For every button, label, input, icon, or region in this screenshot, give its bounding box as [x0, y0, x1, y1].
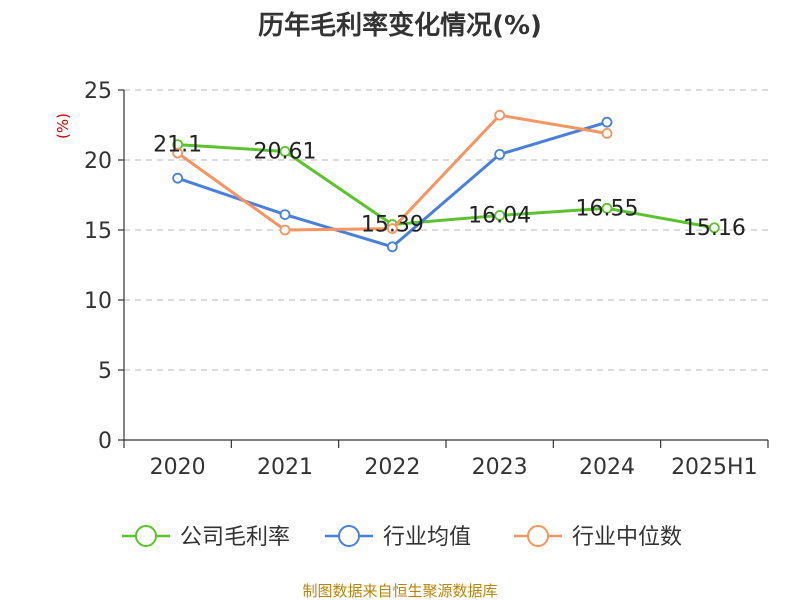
legend-marker	[527, 525, 549, 547]
legend-marker	[135, 525, 157, 547]
x-tick-label: 2022	[364, 455, 420, 480]
legend-item-0[interactable]: 公司毛利率	[122, 525, 290, 550]
data-point[interactable]	[279, 146, 291, 157]
source-note: 制图数据来自恒生聚源数据库	[302, 582, 497, 600]
data-point[interactable]	[172, 147, 184, 159]
chart-title: 历年毛利率变化情况(%)	[258, 10, 542, 41]
data-label: 15.39	[361, 213, 424, 238]
y-tick-label: 5	[98, 359, 112, 384]
data-labels: 21.1 20.61 15.39 16.04 16.55 15.16	[153, 133, 746, 241]
x-tick-label: 2020	[150, 455, 206, 480]
x-tick-label: 2025H1	[671, 455, 758, 480]
data-point[interactable]	[601, 202, 613, 214]
legend[interactable]: 公司毛利率 行业均值 行业中位数	[122, 525, 682, 550]
legend-item-2[interactable]: 行业中位数	[514, 525, 682, 550]
legend-label: 行业中位数	[572, 525, 682, 550]
data-point[interactable]	[494, 109, 506, 121]
data-point[interactable]	[601, 116, 613, 128]
grid	[124, 89, 768, 371]
y-tick-label: 10	[84, 289, 112, 314]
y-tick-label: 15	[84, 219, 112, 244]
data-label: 20.61	[254, 139, 317, 164]
x-tick-label: 2023	[472, 455, 528, 480]
legend-item-1[interactable]: 行业均值	[325, 525, 471, 550]
legend-label: 行业均值	[383, 525, 471, 550]
x-tick-label: 2024	[579, 455, 635, 480]
series	[172, 109, 720, 253]
data-label: 16.55	[576, 196, 639, 221]
data-point[interactable]	[494, 148, 506, 160]
y-tick-label: 20	[84, 149, 112, 174]
y-tick-label: 0	[98, 429, 112, 454]
data-point[interactable]	[708, 222, 720, 234]
x-tick-label: 2021	[257, 455, 313, 480]
series-2	[172, 109, 613, 236]
data-label: 21.1	[153, 133, 202, 158]
data-point[interactable]	[386, 223, 398, 235]
y-axis-label: (%)	[54, 113, 72, 139]
series-1	[172, 116, 613, 253]
legend-marker	[338, 525, 360, 547]
data-point[interactable]	[172, 172, 184, 184]
data-label: 15.16	[683, 216, 746, 241]
legend-label: 公司毛利率	[180, 525, 290, 550]
series-0	[172, 139, 720, 234]
data-point[interactable]	[601, 127, 613, 139]
y-tick-label: 25	[84, 79, 112, 104]
data-point[interactable]	[279, 209, 291, 221]
data-point[interactable]	[494, 210, 506, 221]
axes: 0 5 10 15 20 25 2020 2021 2022 2023 2024 2025H1	[84, 79, 769, 480]
data-point[interactable]	[279, 224, 291, 236]
data-point[interactable]	[386, 241, 398, 253]
data-label: 16.04	[468, 203, 531, 228]
series-line	[177, 143, 715, 230]
